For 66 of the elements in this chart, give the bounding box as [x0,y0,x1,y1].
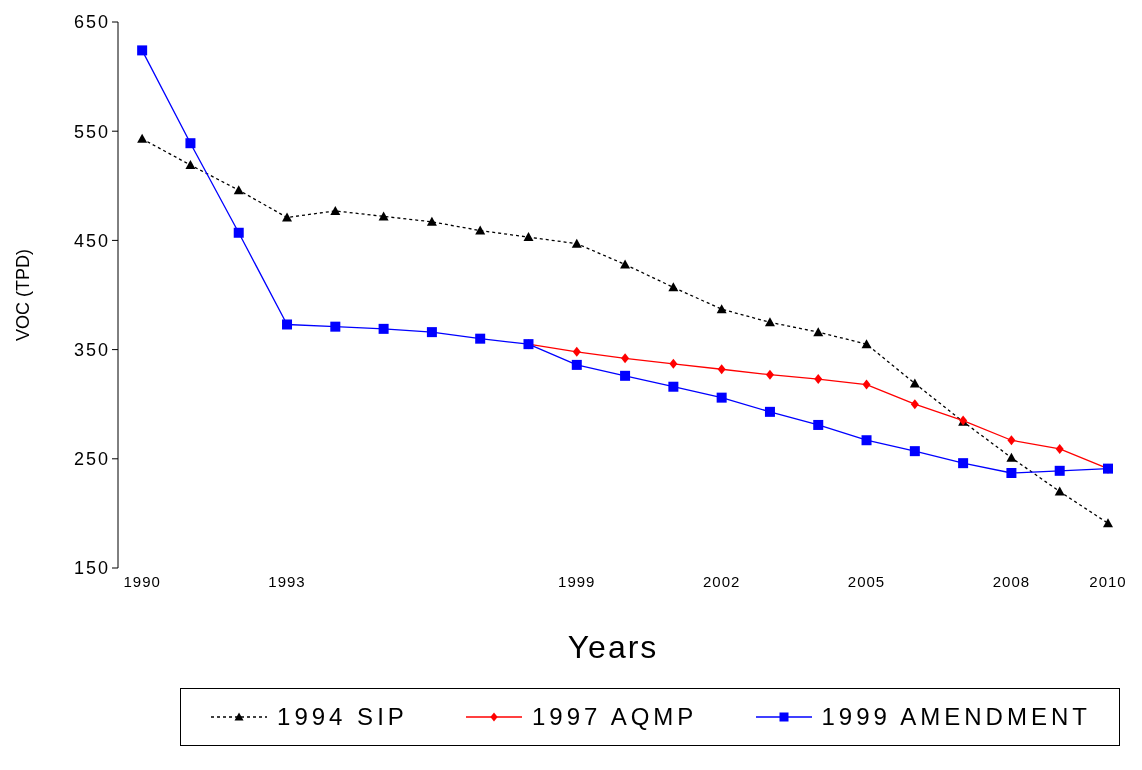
x-axis-title: Years [567,629,659,665]
point [910,399,919,410]
point [571,238,582,248]
point [620,259,631,269]
y-tick-label: 150 [73,558,110,579]
x-tick-label: 2008 [992,572,1031,590]
point [185,160,196,170]
point [717,364,726,375]
point [475,333,486,344]
x-tick-label: 2005 [847,572,886,590]
point [861,435,872,446]
point [813,327,824,337]
legend-label: 1997 AQMP [531,703,698,731]
point [621,353,630,364]
point [716,392,727,403]
point [958,458,969,469]
point [668,282,679,292]
x-tick-label: 2002 [702,572,741,590]
point [378,323,389,334]
point [185,138,196,149]
point [1055,443,1064,454]
point [1103,518,1113,528]
y-tick-label: 250 [73,449,110,470]
y-tick-label: 450 [73,230,110,251]
point [669,358,678,369]
point [765,369,774,380]
point [282,319,293,330]
point [764,317,775,327]
point [233,227,244,238]
point [1054,486,1065,496]
y-tick-label: 650 [73,12,110,33]
point [137,45,148,56]
point [523,232,534,242]
point [137,133,148,143]
point [330,321,341,332]
point [813,419,824,430]
x-tick-label: 2010 [1089,572,1127,590]
point [233,185,244,195]
y-tick-label: 350 [73,339,110,360]
point [1006,468,1017,478]
point [861,339,872,349]
y-tick-label: 550 [73,121,110,142]
point [378,211,389,221]
legend-label: 1994 SIP [277,703,408,731]
point [620,370,631,381]
point [1006,452,1017,462]
point [909,446,920,457]
point [716,304,727,314]
legend-label: 1999 AMENDMENT [821,703,1091,731]
point [475,225,486,235]
point [1054,465,1065,476]
point [814,374,823,385]
x-tick-label: 1993 [268,572,306,590]
x-tick-label: 1999 [558,572,596,590]
y-axis-title: VOC (TPD) [13,249,34,341]
point [909,378,920,388]
point [426,216,437,226]
point [571,359,582,370]
point [1007,435,1016,446]
point [572,346,581,357]
x-tick-label: 1990 [123,572,161,590]
point [426,327,437,338]
point [668,381,679,392]
point [330,205,341,215]
point [764,406,775,417]
point [862,379,871,390]
